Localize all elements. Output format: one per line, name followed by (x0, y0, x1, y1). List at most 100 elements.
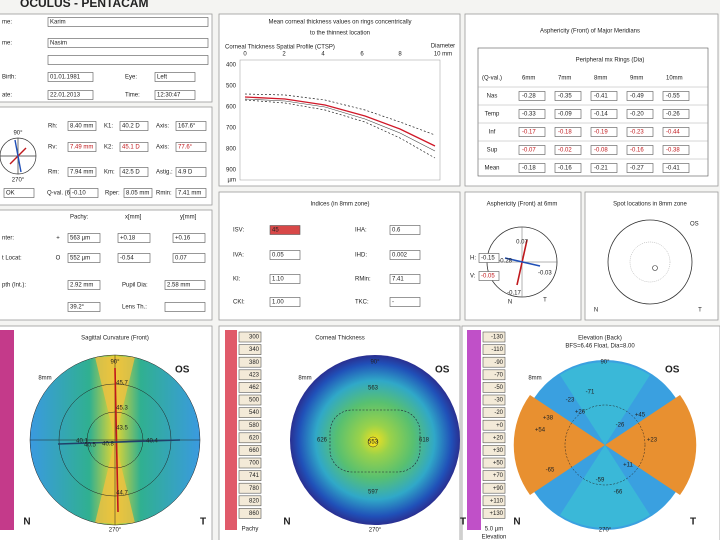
x-tick-label: 8 (398, 52, 402, 58)
column-header: 7mm (558, 76, 571, 82)
field-box (482, 344, 506, 355)
y-tick-label: 900 (226, 168, 237, 174)
scale-label: 820 (249, 498, 260, 504)
q-value: -0.26 (666, 112, 680, 118)
map-value: 626 (317, 438, 328, 444)
label: IHA: (355, 228, 367, 234)
field-box (238, 407, 262, 418)
value: 0.07 (516, 240, 528, 246)
field-box (554, 145, 582, 155)
field-box (238, 470, 262, 481)
field-box (47, 38, 209, 48)
label: Lens Th.: (122, 305, 147, 311)
field-box (389, 225, 421, 235)
label: Eye: (125, 75, 137, 81)
field-box (518, 145, 546, 155)
map-value: -71 (586, 390, 595, 396)
marker: O (56, 256, 61, 262)
map-value: -65 (546, 468, 555, 474)
label: H: (470, 256, 476, 262)
q-value: -0.07 (522, 148, 536, 154)
zone-label: 8mm (38, 376, 51, 382)
field-box (662, 145, 690, 155)
nasal: N (23, 517, 30, 528)
q-value: -0.35 (558, 94, 572, 100)
q-value: -0.08 (594, 148, 608, 154)
k-value: 45.1 D (122, 145, 140, 151)
pachy-y: 0.07 (175, 256, 187, 262)
index-value: - (392, 300, 394, 306)
label: me: (2, 41, 12, 47)
k-value: 7.94 mm (70, 170, 93, 176)
temporal: T (698, 308, 702, 314)
map-value: 563 (368, 386, 379, 392)
temporal: T (690, 517, 696, 528)
column-header: y[mm] (180, 215, 197, 221)
q-value: -0.16 (630, 148, 644, 154)
label: Rper: (105, 191, 120, 197)
field-box (590, 127, 618, 137)
scale-label: +90 (493, 486, 504, 492)
field-box (67, 167, 97, 177)
y-unit: µm (228, 178, 236, 184)
field-box (238, 508, 262, 519)
field-box (47, 55, 209, 65)
map-value: 45.3 (116, 406, 128, 412)
label: Rh: (48, 124, 58, 130)
field-box (119, 167, 149, 177)
q-value: -0.10 (72, 191, 86, 197)
index-value: 0.002 (392, 253, 408, 259)
field-box (238, 382, 262, 393)
field-box (518, 109, 546, 119)
label: me: (2, 20, 12, 26)
field-box (3, 188, 35, 198)
field-box (482, 482, 506, 494)
field-box (154, 90, 196, 100)
sagittal-map (0, 330, 201, 530)
rmin: 7.41 mm (178, 191, 201, 197)
field-box (626, 163, 654, 173)
k-value: 8.40 mm (70, 124, 93, 130)
map-value: 43.5 (116, 426, 128, 432)
scale-label: 580 (249, 423, 260, 429)
scale-label: -110 (491, 347, 503, 353)
scale-label: -20 (494, 410, 503, 416)
zone-label: 8mm (298, 376, 311, 382)
field-box (238, 369, 262, 381)
pachy-x: -0.54 (120, 256, 134, 262)
q-value: -0.21 (594, 166, 608, 172)
field-box (67, 233, 101, 243)
axis-label: 90° (370, 360, 380, 366)
field-box (172, 253, 206, 263)
axis-label: 270° (599, 528, 612, 534)
scale-label: 380 (249, 360, 260, 366)
field-box (482, 457, 506, 469)
map-value: -66 (614, 490, 623, 496)
temporal: T (543, 298, 547, 304)
map-subtitle: BFS=6.46 Float, Dia=8.00 (565, 344, 635, 350)
pupil-dia: 2.58 mm (167, 283, 190, 289)
label: IVA: (233, 253, 244, 259)
scale-label: -70 (494, 372, 503, 378)
map-value: +23 (647, 438, 658, 444)
scale-label: +50 (493, 461, 504, 467)
field-box (119, 142, 149, 152)
field-box (172, 233, 206, 243)
table-subtitle: Peripheral mx Rings (Dia) (576, 58, 645, 64)
scale-label: -50 (494, 385, 503, 391)
q-value: -0.23 (630, 130, 644, 136)
field-box (175, 121, 207, 131)
table-frame (477, 47, 709, 177)
label: Rv: (48, 145, 57, 151)
q-value: -0.16 (558, 166, 572, 172)
field-box (626, 127, 654, 137)
field-box (389, 274, 421, 284)
h-value: -0.15 (481, 256, 495, 262)
column-header: 9mm (630, 76, 643, 82)
index-value: 0.05 (272, 253, 284, 259)
label: Axis: (156, 124, 169, 130)
label: IHD: (355, 253, 367, 259)
index-value: 0.6 (392, 228, 401, 234)
label: K2: (104, 145, 113, 151)
